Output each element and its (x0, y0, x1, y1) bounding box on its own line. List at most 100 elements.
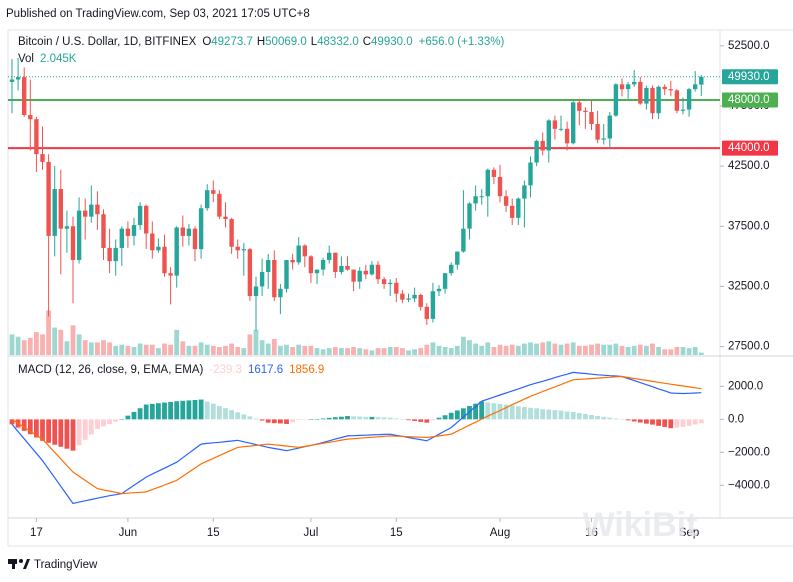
volume-bar (314, 348, 320, 355)
macd-histogram-bar (143, 404, 149, 420)
ohlc-value: 48332.0 (317, 36, 359, 48)
candle-body (229, 219, 234, 247)
volume-bar (9, 334, 15, 355)
candle-body (46, 161, 51, 236)
candle-body (625, 84, 631, 90)
volume-bar (515, 345, 521, 355)
candle-body (400, 293, 405, 300)
volume-bar (668, 349, 674, 355)
macd-histogram-bar (461, 408, 466, 420)
candle-body (430, 291, 436, 319)
candle-body (64, 226, 70, 229)
macd-histogram-bar (70, 419, 76, 451)
volume-bar (339, 348, 344, 355)
price-tag (722, 69, 778, 85)
macd-histogram-bar (625, 419, 631, 421)
candle-body (180, 227, 185, 236)
volume-bar (259, 340, 265, 355)
candle-body (680, 109, 686, 111)
volume-bar (692, 347, 698, 355)
volume-bar (137, 343, 143, 355)
candle-body (436, 288, 442, 292)
macd-histogram-bar (442, 415, 448, 420)
macd-histogram-bar (46, 419, 51, 443)
macd-histogram-bar (558, 410, 564, 420)
volume-bar (406, 350, 411, 355)
macd-legend: MACD (12, 26, close, 9, EMA, EMA) -239.3 1… (18, 364, 324, 376)
candle-body (363, 270, 368, 275)
macd-histogram-bar (27, 419, 33, 435)
candle-body (601, 138, 606, 140)
ohlc-key: C (363, 36, 371, 48)
chart-header: Bitcoin / U.S. Dollar, 1D, BITFINEX O4927… (18, 36, 504, 48)
candle-body (693, 84, 698, 90)
macd-histogram-bar (430, 419, 436, 421)
candle-body (150, 233, 155, 251)
candle-body (607, 115, 612, 139)
candle-body (192, 228, 198, 250)
candle-body (558, 128, 564, 130)
macd-histogram-bar (656, 419, 661, 426)
macd-histogram-bar (400, 419, 405, 420)
volume-bar (125, 345, 131, 355)
volume-bar (351, 347, 356, 355)
macd-histogram-bar (363, 416, 369, 420)
price-tag-label: 44000.0 (728, 142, 770, 154)
volume-bar (58, 329, 64, 355)
volume-value: 2.045K (40, 53, 77, 65)
volume-bar (424, 344, 430, 355)
candle-body (76, 210, 82, 260)
volume-bar (583, 345, 588, 355)
candle-body (156, 246, 161, 251)
candle-body (650, 87, 655, 114)
volume-bar (473, 343, 478, 355)
volume-bar (479, 345, 485, 355)
footer-brand: TradingView (34, 559, 98, 571)
volume-bar (265, 343, 271, 355)
volume-bar (302, 345, 308, 355)
macd-histogram-bar (686, 419, 692, 426)
volume-bar (576, 345, 582, 355)
volume-bar (296, 344, 302, 355)
candle-body (101, 214, 106, 248)
macd-histogram-bar (229, 410, 234, 420)
volume-bar (558, 344, 564, 355)
volume-bar (503, 345, 509, 355)
candle-body (290, 259, 295, 263)
macd-histogram-bar (223, 408, 228, 420)
volume-bar (644, 345, 649, 355)
macd-histogram-bar (552, 410, 558, 420)
macd-histogram-bar (156, 403, 161, 420)
macd-histogram-bar (125, 415, 131, 420)
candle-body (442, 273, 448, 289)
macd-histogram-bar (522, 407, 527, 420)
ohlc-value: 50069.0 (265, 36, 307, 48)
volume-bar (387, 347, 393, 355)
macd-histogram-bar (217, 406, 222, 420)
macd-histogram-bar (448, 412, 454, 420)
candle-body (381, 279, 387, 285)
macd-histogram-bar (454, 410, 460, 420)
ohlc-key: L (311, 36, 318, 48)
volume-bar (564, 343, 570, 355)
macd-histogram-bar (583, 413, 588, 420)
macd-histogram-bar (332, 417, 338, 420)
candle-body (516, 198, 521, 218)
x-tick-label: Jul (304, 527, 319, 539)
volume-bar (27, 337, 33, 355)
candle-body (564, 128, 570, 144)
macd-histogram-bar (515, 406, 521, 420)
candle-body (302, 245, 307, 257)
y-tick-label: 32500.0 (728, 280, 770, 292)
macd-histogram-bar (271, 419, 277, 424)
candle-body (52, 188, 57, 236)
volume-bar (656, 347, 661, 355)
macd-y-tick-label: −2000.0 (728, 446, 770, 458)
macd-histogram-bar (351, 416, 356, 420)
macd-histogram-bar (235, 412, 241, 420)
y-tick-label: 52500.0 (728, 40, 770, 52)
macd-histogram-bar (198, 399, 204, 420)
ohlc-value: 49273.7 (211, 36, 253, 48)
candle-body (113, 247, 118, 262)
macd-histogram-bar (467, 406, 472, 420)
